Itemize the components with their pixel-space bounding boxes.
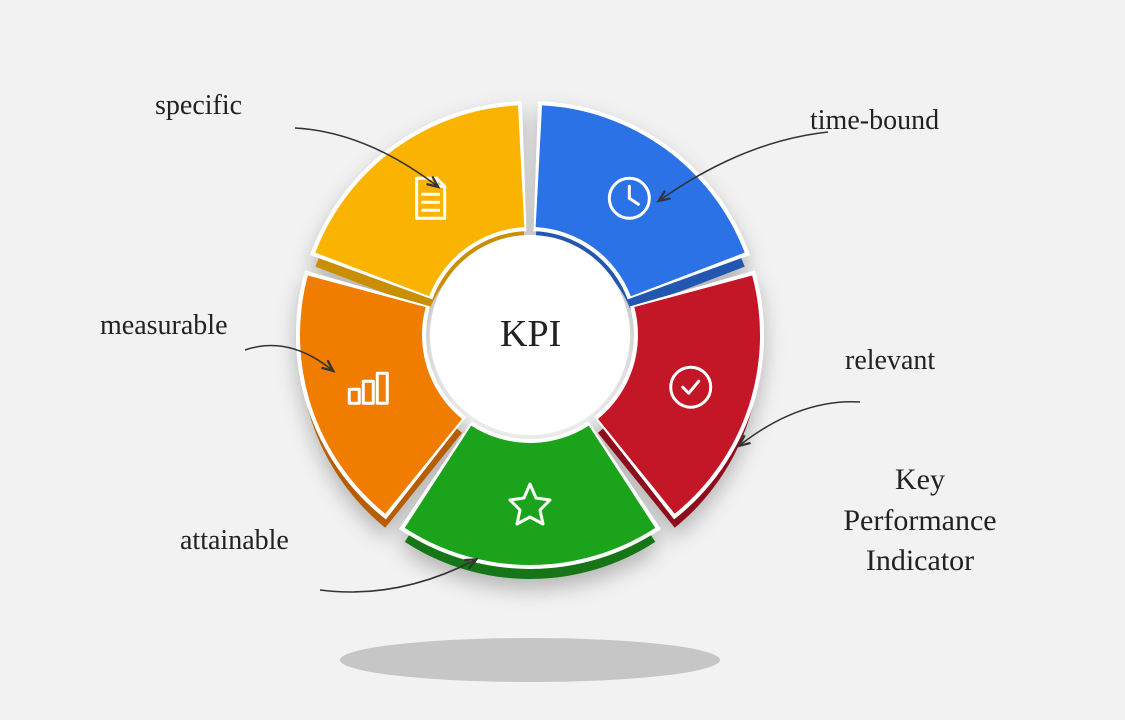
kpi-donut-infographic: KPI specific time-bound relevant attaina…: [0, 0, 1125, 720]
label-attainable: attainable: [180, 525, 289, 557]
subtitle-line2: Performance: [820, 501, 1020, 542]
ground-shadow: [340, 638, 720, 682]
center-label: KPI: [500, 312, 560, 356]
label-specific: specific: [155, 90, 242, 122]
arrow-relevant: [740, 402, 860, 445]
subtitle-line3: Indicator: [820, 541, 1020, 582]
subtitle: Key Performance Indicator: [820, 460, 1020, 582]
label-measurable: measurable: [100, 310, 228, 342]
subtitle-line1: Key: [820, 460, 1020, 501]
label-time-bound: time-bound: [810, 105, 939, 137]
label-relevant: relevant: [845, 345, 935, 377]
